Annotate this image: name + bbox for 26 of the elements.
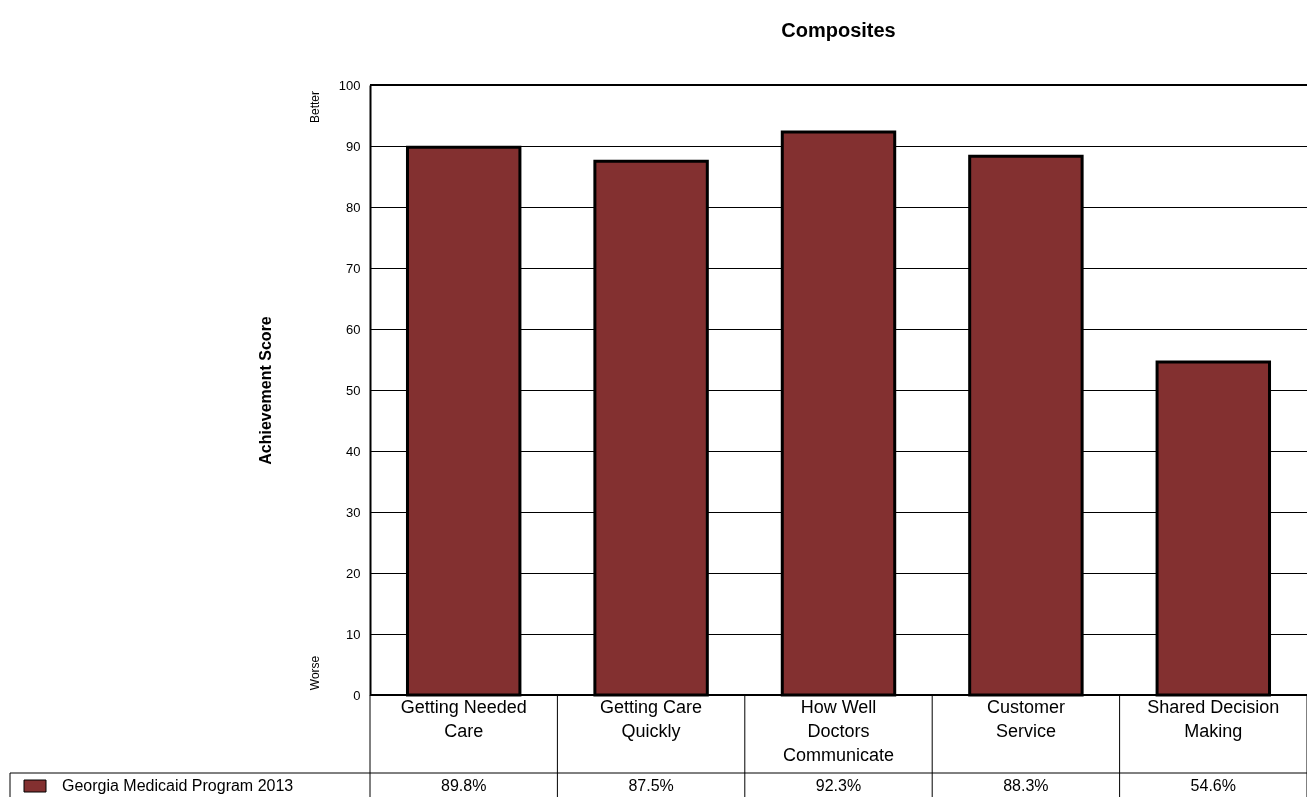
y-tick-label: 80 <box>346 199 361 215</box>
y-tick-label: 100 <box>338 77 361 93</box>
y-tick-label: 50 <box>346 382 361 398</box>
text: Worse <box>308 655 322 691</box>
y-tick-label: 30 <box>346 504 361 520</box>
x-tick-label: Customer Service <box>986 697 1065 741</box>
data-label: 87.5% <box>628 777 674 794</box>
y-tick-label: 60 <box>346 321 361 337</box>
data-label: 88.3% <box>1003 777 1049 794</box>
x-tick-label: Getting Care Quickly <box>600 697 703 741</box>
x-tick-label: How Well Doctors Communicate <box>782 697 895 765</box>
y-tick-label: 90 <box>346 138 361 154</box>
data-label: 89.8% <box>441 777 487 794</box>
y-tick-label: 20 <box>346 565 361 581</box>
data-label: 92.3% <box>815 777 862 794</box>
y-tick-label: 0 <box>353 687 361 703</box>
legend-label: Georgia Medicaid Program 2013 <box>62 777 294 794</box>
data-label: 54.6% <box>1190 777 1236 794</box>
text: Better <box>308 90 322 124</box>
x-tick-label: Getting Needed Care <box>400 697 527 741</box>
y-tick-label: 70 <box>346 260 361 276</box>
x-tick-label: Shared Decision Making <box>1147 697 1280 741</box>
y-tick-label: 40 <box>346 443 361 459</box>
y-axis-title: Achievement Score <box>256 316 274 465</box>
y-tick-label: 10 <box>346 626 361 642</box>
chart-title: Composites <box>781 19 896 41</box>
